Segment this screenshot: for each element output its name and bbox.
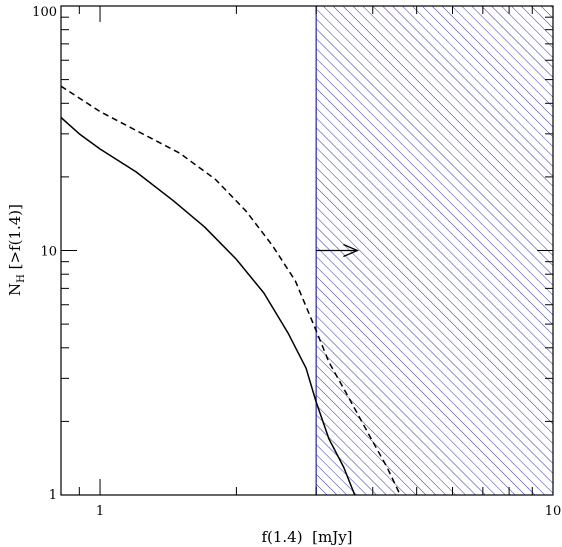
series-layer bbox=[61, 85, 401, 495]
y-axis-label: NH [>f(1.4)] bbox=[6, 204, 27, 296]
y-axis-label-rest: [>f(1.4)] bbox=[6, 204, 24, 274]
x-axis-label: f(1.4) [mJy] bbox=[261, 528, 352, 546]
y-tick-label: 10 bbox=[40, 245, 57, 260]
x-tick-label: 1 bbox=[96, 504, 104, 519]
series-line-dashed bbox=[61, 85, 401, 495]
y-axis-label-main: N bbox=[6, 283, 24, 296]
y-tick-label: 1 bbox=[49, 488, 57, 503]
y-tick-label: 100 bbox=[32, 5, 57, 20]
y-axis-label-subscript: H bbox=[16, 274, 27, 283]
plot-frame bbox=[60, 5, 554, 496]
tick-labels-layer: 1 10 1 10 100 bbox=[32, 5, 561, 519]
arrow-layer bbox=[316, 243, 360, 258]
x-tick-label: 10 bbox=[545, 504, 562, 519]
series-line-solid bbox=[61, 116, 356, 495]
arrow-head bbox=[343, 243, 360, 258]
